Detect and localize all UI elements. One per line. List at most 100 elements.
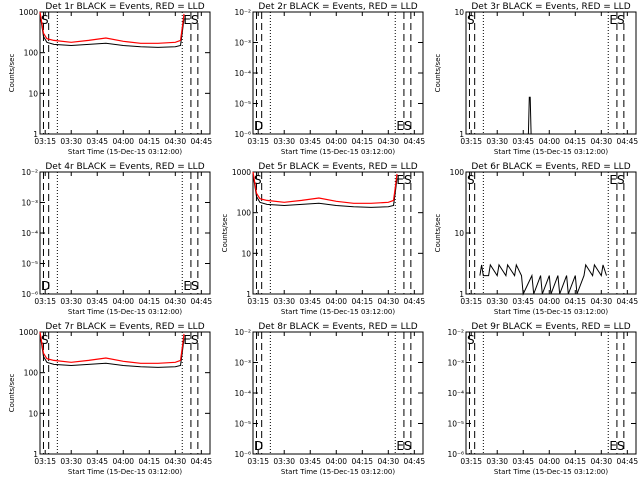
y-tick-label: 10⁻⁶ bbox=[447, 450, 464, 459]
x-tick-label: 03:30 bbox=[60, 137, 82, 146]
x-tick-label: 04:30 bbox=[590, 137, 612, 146]
y-tick-label: 1 bbox=[246, 290, 251, 299]
start-marker: D bbox=[254, 439, 263, 453]
x-axis-label: Start Time (15-Dec-15 03:12:00) bbox=[68, 148, 182, 156]
y-axis-label: Counts/sec bbox=[8, 374, 16, 413]
plot-frame bbox=[465, 331, 637, 455]
x-tick-label: 04:45 bbox=[191, 457, 213, 466]
x-tick-label: 04:30 bbox=[164, 457, 186, 466]
chart-title: Det 9r BLACK = Events, RED = LLD bbox=[471, 322, 630, 332]
start-marker: S bbox=[467, 333, 475, 347]
x-tick-label: 04:15 bbox=[351, 297, 373, 306]
start-marker: S bbox=[254, 173, 262, 187]
chart-title: Det 1r BLACK = Events, RED = LLD bbox=[45, 2, 204, 12]
chart-panel: Det 6r BLACK = Events, RED = LLD 1 10 100 03… bbox=[434, 162, 638, 316]
series-line bbox=[39, 11, 185, 44]
x-tick-label: 04:30 bbox=[377, 457, 399, 466]
end-marker: ES bbox=[609, 439, 624, 453]
x-tick-label: 04:30 bbox=[377, 297, 399, 306]
x-tick-label: 03:45 bbox=[512, 297, 534, 306]
x-axis-label: Start Time (15-Dec-15 03:12:00) bbox=[281, 148, 395, 156]
chart-panel: Det 3r BLACK = Events, RED = LLD 1 10 03:15… bbox=[434, 2, 638, 156]
series-line bbox=[252, 173, 398, 208]
x-tick-label: 03:15 bbox=[460, 457, 482, 466]
x-tick-label: 03:45 bbox=[299, 457, 321, 466]
end-marker: ES bbox=[183, 333, 198, 347]
end-marker: ES bbox=[609, 13, 624, 27]
plot-frame bbox=[39, 331, 211, 455]
y-tick-label: 10⁻² bbox=[447, 328, 464, 337]
x-tick-label: 03:30 bbox=[273, 457, 295, 466]
y-tick-label: 10⁻⁵ bbox=[234, 100, 251, 109]
y-axis-label: Counts/sec bbox=[8, 54, 16, 93]
x-tick-label: 03:30 bbox=[273, 137, 295, 146]
chart-title: Det 3r BLACK = Events, RED = LLD bbox=[471, 2, 630, 12]
x-tick-label: 04:15 bbox=[138, 297, 160, 306]
y-tick-label: 10⁻³ bbox=[447, 359, 464, 368]
x-tick-label: 03:15 bbox=[247, 137, 269, 146]
plot-frame bbox=[39, 11, 211, 135]
series-line bbox=[39, 331, 185, 364]
x-tick-label: 03:15 bbox=[460, 137, 482, 146]
y-tick-label: 10⁻⁴ bbox=[234, 69, 251, 78]
x-tick-label: 04:45 bbox=[191, 137, 213, 146]
y-axis-label: Counts/sec bbox=[221, 214, 229, 253]
end-marker: ES bbox=[609, 173, 624, 187]
end-marker: ES bbox=[183, 13, 198, 27]
y-tick-label: 10 bbox=[454, 229, 464, 238]
chart-panel: Det 7r BLACK = Events, RED = LLD 1 10 100 10… bbox=[8, 322, 212, 476]
x-tick-label: 03:30 bbox=[486, 297, 508, 306]
y-tick-label: 10⁻² bbox=[234, 8, 251, 17]
chart-panel: Det 2r BLACK = Events, RED = LLD 10⁻⁶ 10⁻⁵… bbox=[234, 2, 425, 156]
series-line bbox=[527, 96, 532, 135]
y-tick-label: 10⁻⁴ bbox=[447, 389, 464, 398]
series-line bbox=[252, 171, 398, 204]
y-tick-label: 1000 bbox=[19, 328, 38, 337]
x-tick-label: 04:15 bbox=[351, 137, 373, 146]
x-tick-label: 03:15 bbox=[460, 297, 482, 306]
x-tick-label: 04:00 bbox=[112, 457, 134, 466]
y-tick-label: 100 bbox=[237, 209, 252, 218]
x-tick-label: 03:30 bbox=[273, 297, 295, 306]
x-tick-label: 03:30 bbox=[60, 457, 82, 466]
y-tick-label: 100 bbox=[24, 369, 39, 378]
chart-panel: Det 8r BLACK = Events, RED = LLD 10⁻⁶ 10⁻⁵… bbox=[234, 322, 425, 476]
x-tick-label: 03:30 bbox=[486, 137, 508, 146]
y-tick-label: 10⁻³ bbox=[234, 39, 251, 48]
x-tick-label: 03:45 bbox=[86, 457, 108, 466]
start-marker: S bbox=[467, 173, 475, 187]
x-tick-label: 04:30 bbox=[590, 297, 612, 306]
chart-title: Det 6r BLACK = Events, RED = LLD bbox=[471, 162, 630, 172]
end-marker: ES bbox=[396, 119, 411, 133]
y-tick-label: 100 bbox=[24, 49, 39, 58]
plot-frame bbox=[252, 11, 424, 135]
x-tick-label: 03:45 bbox=[512, 137, 534, 146]
x-tick-label: 04:45 bbox=[404, 457, 426, 466]
y-tick-label: 1 bbox=[33, 130, 38, 139]
x-tick-label: 03:30 bbox=[60, 297, 82, 306]
start-marker: D bbox=[254, 119, 263, 133]
y-tick-label: 10⁻² bbox=[234, 328, 251, 337]
x-tick-label: 04:15 bbox=[564, 297, 586, 306]
y-tick-label: 10⁻³ bbox=[21, 199, 38, 208]
x-tick-label: 04:15 bbox=[138, 137, 160, 146]
x-tick-label: 04:00 bbox=[538, 457, 560, 466]
x-tick-label: 04:45 bbox=[404, 137, 426, 146]
x-tick-label: 04:15 bbox=[564, 457, 586, 466]
y-tick-label: 10⁻⁶ bbox=[234, 130, 251, 139]
y-tick-label: 1000 bbox=[19, 8, 38, 17]
y-tick-label: 1 bbox=[33, 450, 38, 459]
chart-panel: Det 1r BLACK = Events, RED = LLD 1 10 100 10… bbox=[8, 2, 212, 156]
y-tick-label: 10⁻⁶ bbox=[234, 450, 251, 459]
x-tick-label: 04:30 bbox=[377, 137, 399, 146]
end-marker: ES bbox=[396, 173, 411, 187]
x-axis-label: Start Time (15-Dec-15 03:12:00) bbox=[494, 308, 608, 316]
x-tick-label: 04:00 bbox=[112, 137, 134, 146]
y-tick-label: 10⁻⁴ bbox=[21, 229, 38, 238]
x-tick-label: 04:45 bbox=[191, 297, 213, 306]
series-line bbox=[39, 13, 185, 48]
y-axis-label: Counts/sec bbox=[434, 54, 442, 93]
plot-frame bbox=[465, 171, 637, 295]
y-tick-label: 10⁻⁴ bbox=[234, 389, 251, 398]
